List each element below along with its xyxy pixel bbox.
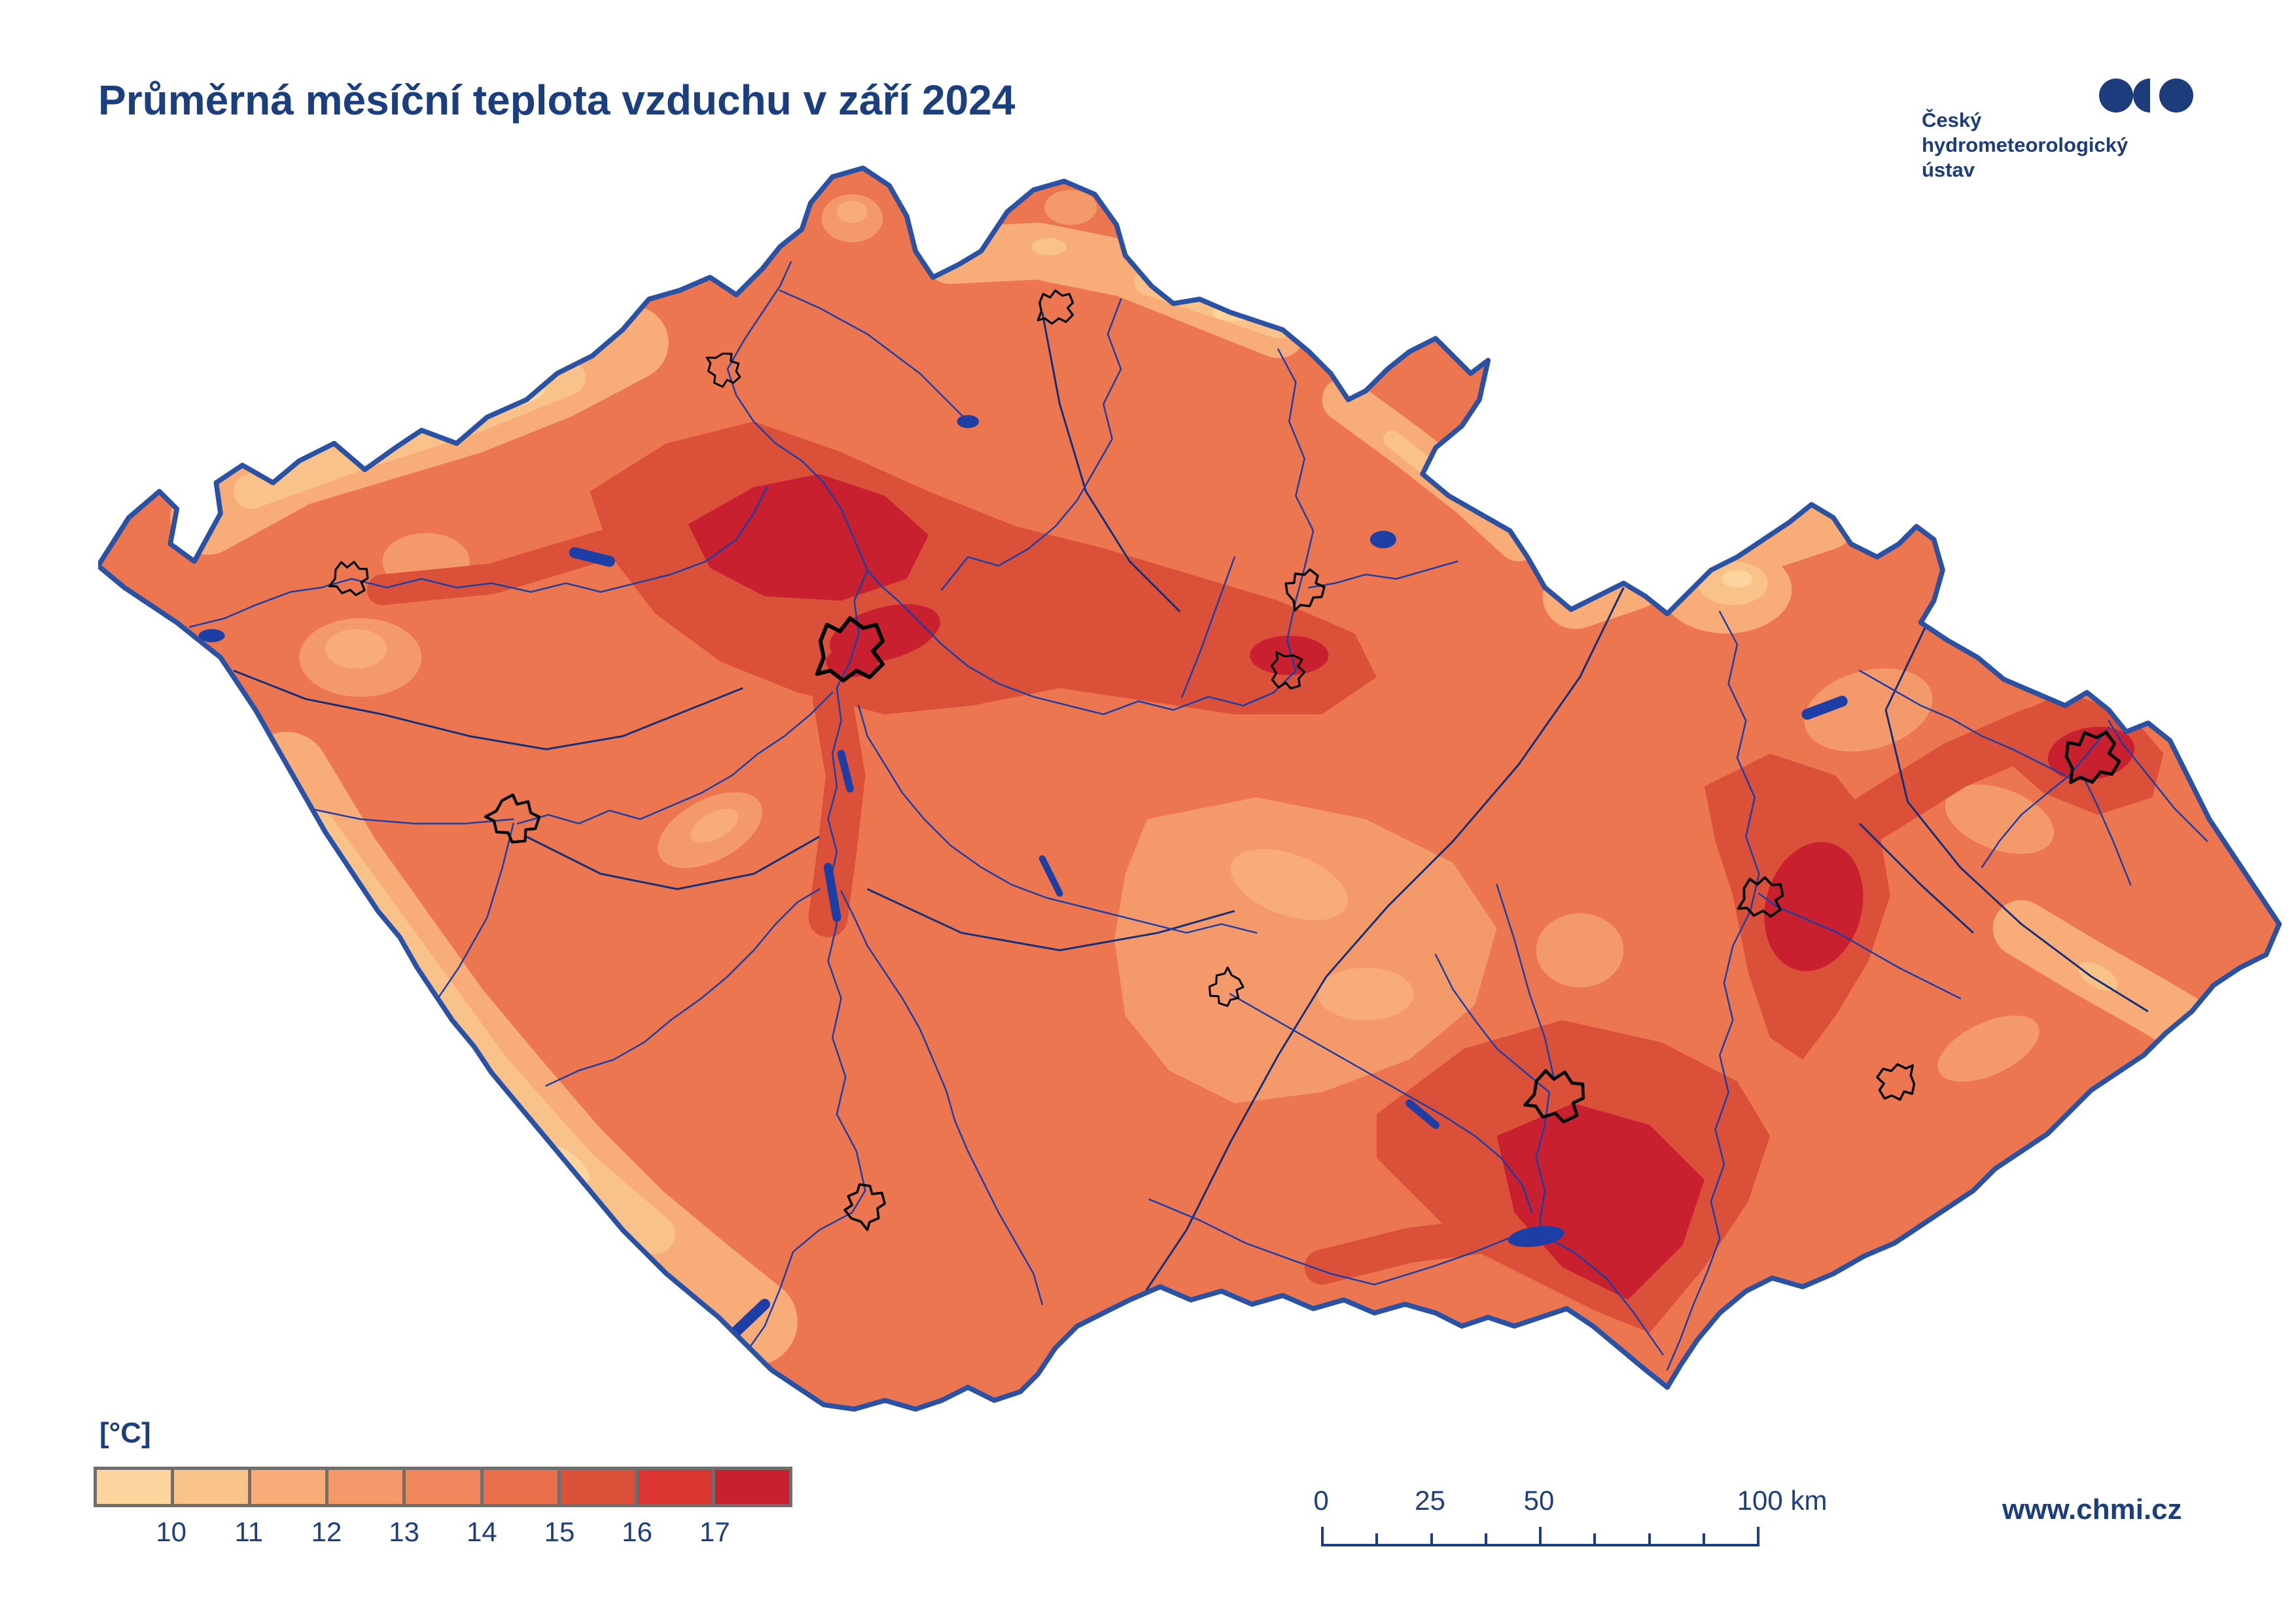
legend-swatch: [715, 1470, 789, 1504]
legend-swatch: [174, 1470, 249, 1504]
map-fill-layers: [98, 167, 2280, 1410]
scale-bar-tick: [1648, 1533, 1651, 1546]
scale-bar-tick: [1757, 1527, 1759, 1546]
country-border: [96, 166, 2282, 1412]
hottest-core-patches: [688, 474, 2135, 1300]
scale-bar: 0 25 50 100 km: [1313, 1485, 1827, 1547]
logo-line-1: Český: [1922, 109, 1982, 131]
scale-bar-label: 100 km: [1737, 1485, 1828, 1516]
legend-tick-label: 14: [466, 1516, 497, 1547]
legend-swatch: [637, 1470, 712, 1504]
legend-swatch: [328, 1470, 403, 1504]
legend-tick-label: 13: [389, 1516, 420, 1547]
legend-tick-label: 12: [311, 1516, 342, 1547]
scale-bar-label: 25: [1415, 1485, 1445, 1516]
scale-bar-tick: [1430, 1533, 1433, 1546]
legend-tick-label: 16: [622, 1516, 653, 1547]
chmi-logo-text: Český hydrometeorologický ústav: [1922, 108, 2128, 183]
scale-bar-tick: [1539, 1527, 1542, 1546]
legend-tick-label: 11: [234, 1516, 264, 1547]
legend-tick-label: 17: [699, 1516, 730, 1547]
legend-swatch: [406, 1470, 480, 1504]
scale-bar-tick: [1321, 1527, 1324, 1546]
legend-color-bar: [94, 1467, 792, 1507]
legend-unit-label: [°C]: [99, 1417, 151, 1449]
warm-valley-strips: [366, 531, 2057, 1285]
legend-swatch: [97, 1470, 171, 1504]
scale-bar-label: 0: [1313, 1485, 1329, 1516]
reservoirs: [198, 415, 1848, 1353]
legend-swatch: [251, 1470, 326, 1504]
logo-line-3: ústav: [1922, 158, 1975, 181]
chmi-logo-icon: [2098, 73, 2195, 119]
chmi-logo-shapes: [2099, 79, 2193, 113]
legend-swatch: [483, 1470, 557, 1504]
river-lines: [189, 261, 2208, 1371]
scale-bar-tick: [1702, 1533, 1705, 1546]
map-svg: [96, 166, 2282, 1412]
scale-bar-tick: [1593, 1533, 1597, 1546]
legend-tick-label: 10: [156, 1516, 187, 1547]
scale-bar-label: 50: [1523, 1485, 1555, 1516]
scale-bar-labels: 0 25 50 100 km: [1313, 1485, 1827, 1516]
basin-boundary-lines: [233, 312, 2149, 1297]
legend-tick-label: 15: [544, 1516, 575, 1547]
logo-line-2: hydrometeorologický: [1922, 133, 2128, 156]
temperature-map: [96, 164, 2284, 1414]
upland-mid-light-patches: [299, 190, 2054, 1104]
scale-bar-ruler: [1321, 1526, 1759, 1546]
page-title: Průměrná měsíční teplota vzduchu v září …: [98, 77, 1016, 124]
scale-bar-tick: [1484, 1533, 1487, 1546]
legend-tick-labels: 10 11 12 13 14 15 16 17: [94, 1516, 792, 1549]
website-link[interactable]: www.chmi.cz: [2002, 1493, 2182, 1526]
legend-swatch: [560, 1470, 635, 1504]
scale-bar-tick: [1375, 1533, 1379, 1546]
